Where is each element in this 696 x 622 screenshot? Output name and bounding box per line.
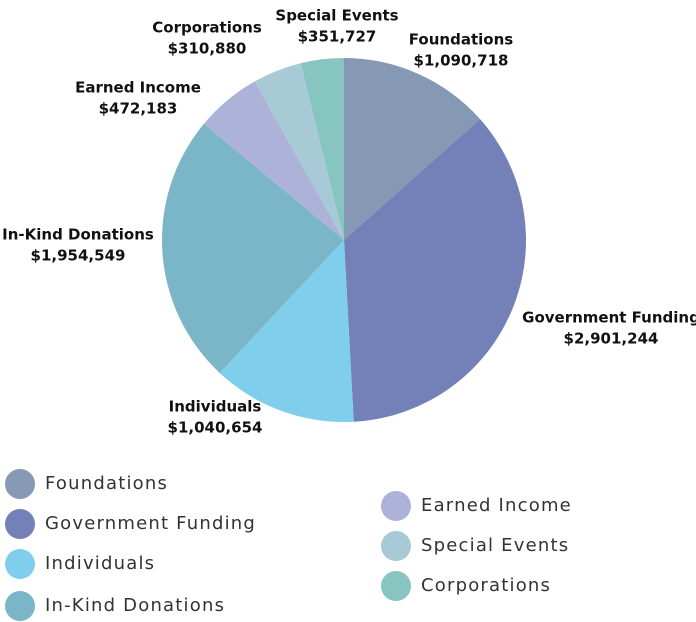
slice-value: $310,880 [168,40,247,58]
pie-slice [344,119,526,422]
legend-label: Earned Income [421,495,572,516]
legend-swatch [5,469,35,499]
legend-label: Individuals [45,553,155,574]
slice-label: Corporations [152,19,262,37]
legend-swatch [381,571,411,601]
pie-slice [219,240,354,423]
slice-label: Government Funding [522,309,696,327]
pie-slice [254,63,344,240]
legend-label: Special Events [421,535,569,556]
slice-label: Foundations [409,31,513,49]
pie-slice [162,123,344,373]
slice-value: $1,090,718 [414,52,509,70]
legend-swatch [5,549,35,579]
slice-label: Special Events [275,7,398,25]
legend-swatch [5,509,35,539]
legend-swatch [381,491,411,521]
slice-value: $472,183 [99,100,178,118]
pie-slice [344,58,480,240]
pie-slice [300,58,344,240]
legend-swatch [381,531,411,561]
legend-swatch [5,591,35,621]
slice-value: $2,901,244 [564,330,659,348]
pie-slice [203,81,344,240]
legend-label: Corporations [421,575,551,596]
legend-label: Government Funding [45,513,256,534]
legend-label: Foundations [45,473,168,494]
slice-label: Earned Income [75,79,201,97]
slice-label: Individuals [169,398,262,416]
slice-label: In-Kind Donations [2,226,154,244]
slice-value: $1,040,654 [168,419,263,437]
legend-label: In-Kind Donations [45,595,225,616]
slice-value: $1,954,549 [31,247,126,265]
slice-value: $351,727 [298,28,377,46]
